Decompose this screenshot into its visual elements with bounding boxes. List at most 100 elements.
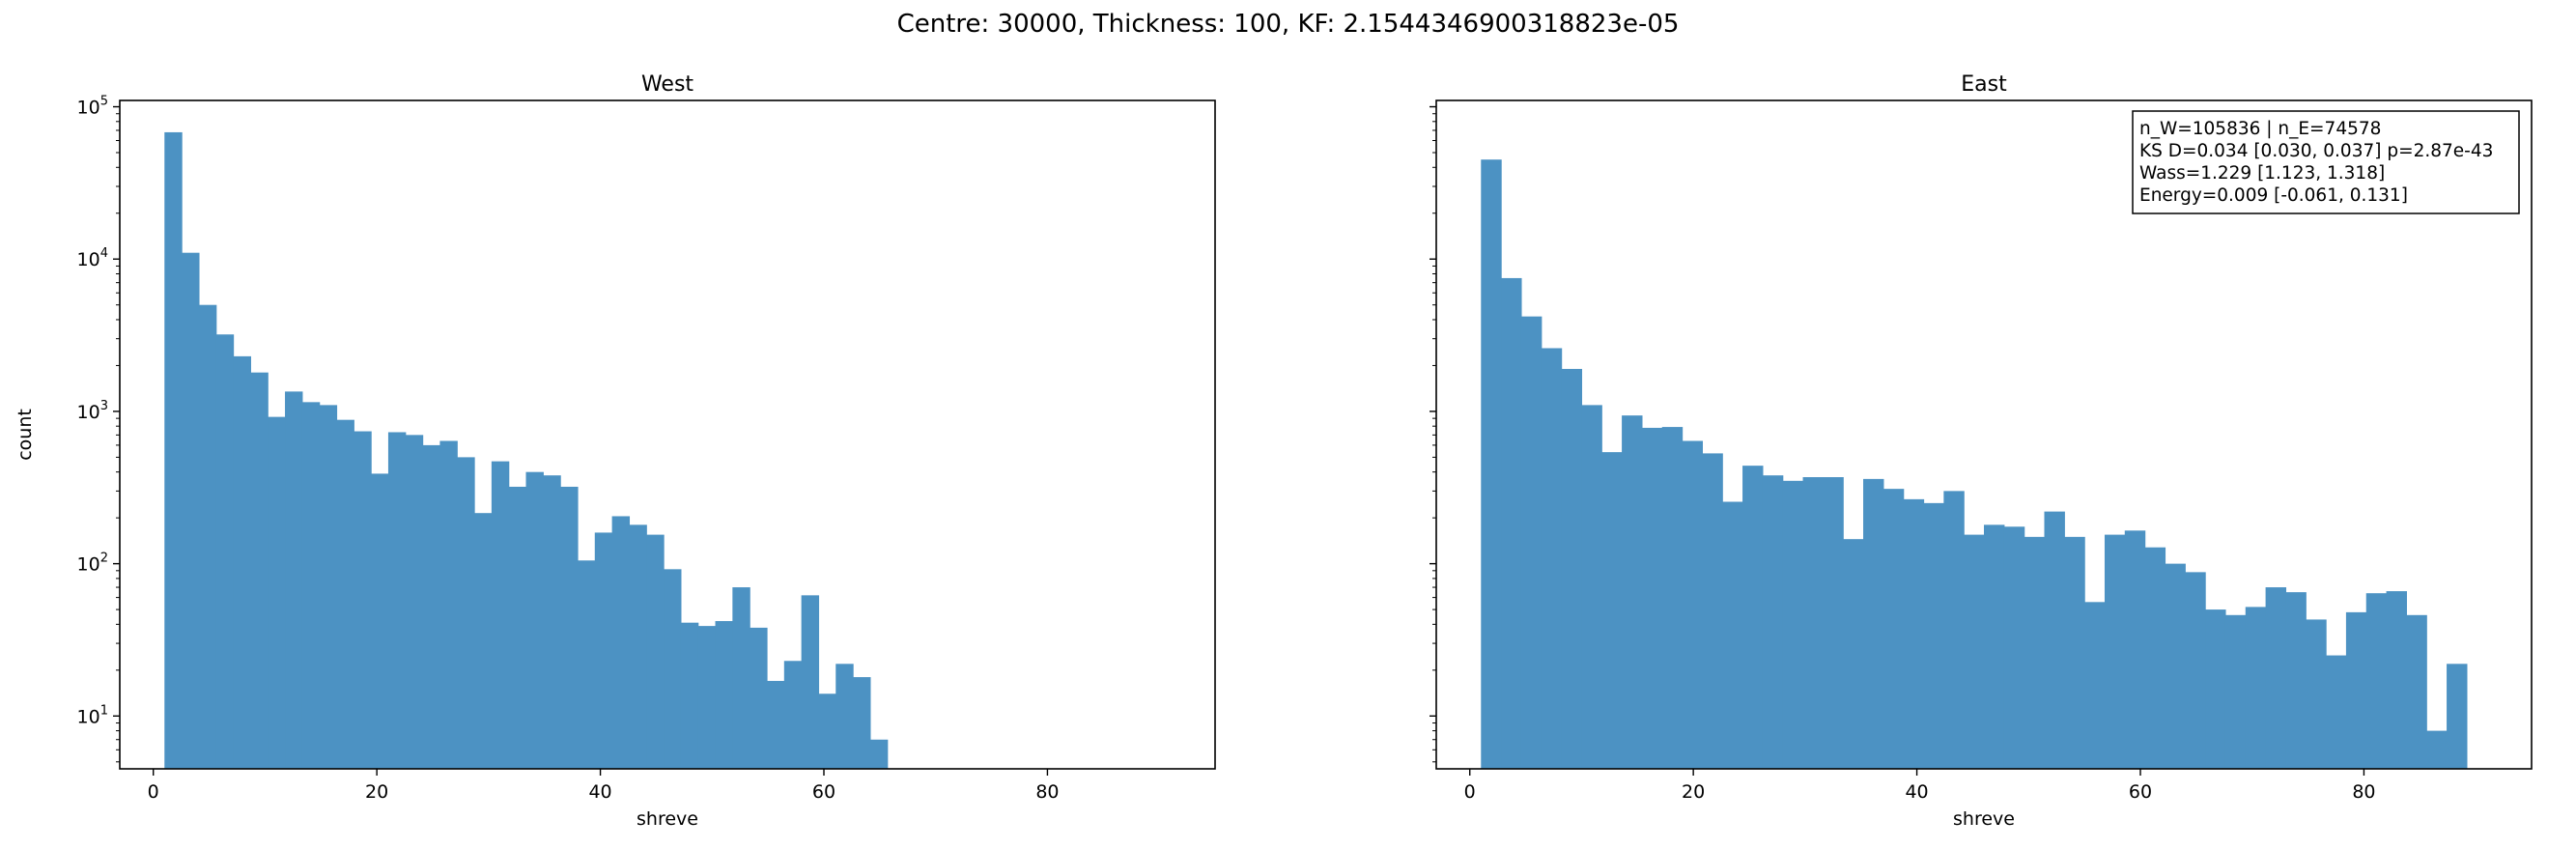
histogram-bar bbox=[1581, 405, 1602, 769]
y-tick-label: 101 bbox=[77, 703, 108, 727]
x-tick-label: 80 bbox=[1035, 781, 1059, 803]
histogram-bar bbox=[301, 402, 321, 769]
histogram-bar bbox=[1561, 368, 1583, 769]
histogram-bar bbox=[182, 252, 200, 769]
histogram-bar bbox=[1541, 348, 1563, 769]
histogram-bar bbox=[457, 457, 475, 769]
histogram-bar bbox=[319, 405, 338, 769]
histogram-bar bbox=[2104, 534, 2126, 769]
panel-east: 0 20 40 60 80 East shreve n_W=105836 | n_E=7457… bbox=[1430, 72, 2533, 830]
histogram-bar bbox=[2003, 526, 2025, 769]
histogram-bar bbox=[198, 304, 217, 769]
histogram-bar bbox=[215, 334, 235, 769]
x-tick-label: 0 bbox=[1464, 781, 1476, 803]
histogram-bar bbox=[835, 664, 854, 769]
histogram-bar bbox=[268, 416, 286, 769]
histogram-bar bbox=[2144, 547, 2166, 769]
histogram-bar bbox=[818, 693, 836, 769]
stats-annotation-box bbox=[2132, 110, 2520, 214]
histogram-bar bbox=[491, 461, 510, 769]
x-axis-label: shreve bbox=[637, 808, 698, 830]
histogram-bar bbox=[801, 595, 820, 769]
histogram-bar bbox=[1843, 539, 1864, 769]
histogram-bar bbox=[2224, 614, 2247, 769]
histogram-bar bbox=[2426, 730, 2448, 769]
stats-annotation-line: Wass=1.229 [1.123, 1.318] bbox=[2139, 163, 2385, 184]
x-tick-label: 20 bbox=[365, 781, 388, 803]
histogram-bar bbox=[2306, 619, 2327, 769]
x-tick-label: 60 bbox=[812, 781, 835, 803]
histogram-bar bbox=[508, 486, 527, 769]
histogram-bar bbox=[233, 355, 251, 769]
histogram-bar bbox=[2064, 536, 2085, 769]
histogram-bar bbox=[594, 532, 613, 769]
histogram-bar bbox=[750, 627, 768, 769]
histogram-bar bbox=[1501, 277, 1522, 769]
histogram-bar bbox=[1702, 453, 1723, 769]
histogram-bar bbox=[1520, 316, 1543, 769]
histogram-bar bbox=[2124, 530, 2146, 769]
histogram-bar bbox=[732, 587, 750, 769]
histogram-bar bbox=[2044, 511, 2065, 769]
x-tick-label: 80 bbox=[2352, 781, 2375, 803]
histogram-bar bbox=[2326, 655, 2347, 769]
histogram-bar bbox=[1984, 524, 2005, 769]
histogram-bar bbox=[164, 131, 183, 770]
histogram-bar bbox=[697, 626, 717, 769]
histogram-bar bbox=[2024, 536, 2046, 769]
histogram-bar bbox=[853, 677, 871, 769]
histogram-bar bbox=[1661, 427, 1684, 769]
histogram-bar bbox=[2165, 563, 2186, 769]
histogram-bar bbox=[1964, 534, 1985, 769]
histogram-bar bbox=[680, 622, 699, 769]
histogram-bar bbox=[2205, 609, 2226, 769]
histogram-bar bbox=[525, 471, 544, 769]
stats-annotation-line: KS D=0.034 [0.030, 0.037] p=2.87e-43 bbox=[2139, 141, 2493, 161]
histogram-bar bbox=[2406, 614, 2427, 769]
y-axis-label: count bbox=[14, 409, 36, 461]
histogram-bar bbox=[422, 444, 441, 769]
y-tick-label: 103 bbox=[77, 399, 108, 423]
histogram-bar bbox=[1601, 452, 1623, 769]
histogram-bar bbox=[2365, 593, 2388, 769]
histogram-bar bbox=[1923, 502, 1944, 769]
histogram-bar bbox=[1882, 489, 1905, 769]
y-tick-label: 102 bbox=[77, 552, 108, 576]
histogram-bar bbox=[2447, 664, 2468, 769]
histogram-bar bbox=[715, 621, 733, 769]
histogram-bar bbox=[783, 661, 803, 769]
histogram-bar bbox=[766, 680, 785, 769]
histogram-bar bbox=[354, 431, 372, 769]
y-tick-label: 105 bbox=[77, 95, 108, 119]
histogram-bar bbox=[2245, 607, 2267, 769]
histogram-bar bbox=[387, 432, 407, 769]
histogram-bar bbox=[1481, 159, 1502, 769]
histogram-bar bbox=[1622, 415, 1643, 769]
histogram-bar bbox=[474, 513, 493, 769]
histogram-bar bbox=[1943, 491, 1965, 769]
histogram-bar bbox=[285, 391, 303, 769]
histogram-bar bbox=[2386, 591, 2407, 769]
histogram-bar bbox=[646, 534, 665, 769]
histogram-bar bbox=[1782, 480, 1804, 769]
histogram-bar bbox=[543, 475, 561, 769]
panel-title: West bbox=[641, 72, 694, 97]
x-axis-label: shreve bbox=[1953, 808, 2015, 830]
figure-suptitle: Centre: 30000, Thickness: 100, KF: 2.154… bbox=[896, 10, 1680, 39]
histogram-bar bbox=[1823, 477, 1844, 769]
histogram-bar bbox=[1863, 478, 1884, 769]
histogram-bar bbox=[1722, 501, 1743, 769]
histogram-bar bbox=[1762, 475, 1784, 769]
y-tick-label: 104 bbox=[77, 246, 108, 270]
histogram-bar bbox=[560, 486, 579, 769]
x-tick-label: 40 bbox=[588, 781, 611, 803]
x-tick-label: 60 bbox=[2129, 781, 2152, 803]
panel-title: East bbox=[1961, 72, 2007, 97]
histogram-bar bbox=[336, 419, 354, 769]
stats-annotation-line: Energy=0.009 [-0.061, 0.131] bbox=[2139, 185, 2408, 206]
histogram-bar bbox=[2265, 587, 2287, 769]
histogram-bar bbox=[2084, 602, 2106, 769]
histogram-bar bbox=[439, 440, 458, 769]
